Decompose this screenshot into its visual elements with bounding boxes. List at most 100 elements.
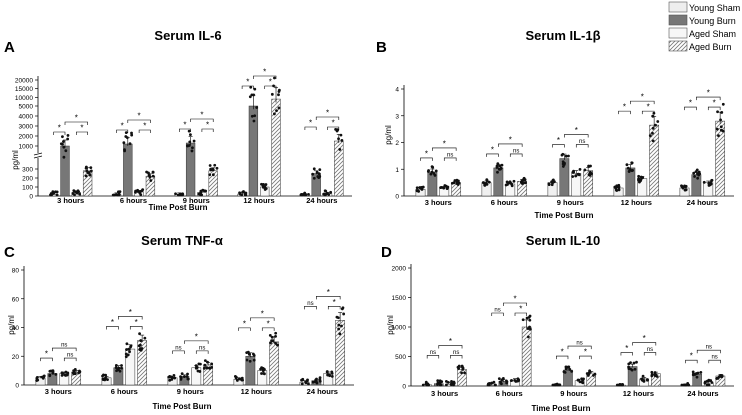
panel-d-data-point <box>618 382 622 386</box>
panel-a-data-point <box>88 173 92 177</box>
panel-c-data-point <box>300 382 304 386</box>
panel-d-data-point <box>438 379 442 383</box>
panel-c-data-point <box>125 348 128 351</box>
panel-c-category-label: 12 hours <box>241 387 272 396</box>
panel-c-category-label: 9 hours <box>177 387 204 396</box>
panel-b-data-point <box>695 168 699 172</box>
panel-b-data-point <box>710 178 714 182</box>
panel-a-data-point <box>136 188 139 192</box>
panel-d-data-point <box>633 367 637 371</box>
panel-a-significance-label: * <box>138 112 141 121</box>
panel-b-data-point <box>430 170 434 174</box>
panel-c-bar-aged-burn <box>335 320 346 386</box>
panel-d-ytick-label: 500 <box>395 354 406 361</box>
panel-b-significance-bracket <box>707 106 721 111</box>
panel-a-significance-bracket <box>327 126 340 130</box>
panel-b-data-point <box>443 184 447 187</box>
panel-d-significance-bracket <box>632 342 657 346</box>
panel-d-ytick-label: 1000 <box>392 325 407 332</box>
panel-c-data-point <box>196 369 200 373</box>
panel-a-data-point <box>338 148 342 151</box>
panel-c-data-point <box>185 375 189 378</box>
panel-a-data-point <box>62 140 65 143</box>
panel-d-data-point <box>492 380 496 384</box>
panel-b-significance-bracket <box>630 100 655 105</box>
panel-a-data-point <box>248 95 252 99</box>
panel-a-significance-bracket <box>179 128 191 132</box>
panel-d-significance-label: * <box>690 352 693 361</box>
panel-a-data-point <box>66 137 70 141</box>
panel-b-data-point <box>617 186 621 189</box>
panel-d-data-point <box>445 383 448 387</box>
panel-a-significance-bracket <box>127 119 151 123</box>
panel-c-data-point <box>337 323 341 327</box>
panel-d-data-point <box>635 360 638 364</box>
panel-c-significance-bracket <box>304 306 317 310</box>
panel-d-data-point <box>553 383 557 387</box>
panel-c-data-point <box>330 374 334 378</box>
panel-c-ytick-label: 40 <box>12 325 20 332</box>
panel-a-significance-label: * <box>183 121 186 130</box>
panel-d-significance-bracket <box>708 359 721 364</box>
panel-d-data-point <box>463 371 467 375</box>
panel-a-data-point <box>147 171 150 175</box>
panel-a-data-point <box>203 189 207 193</box>
panel-a-significance-bracket <box>190 118 214 122</box>
panel-c-data-point <box>340 324 343 328</box>
panel-b-significance-label: ns <box>579 139 585 145</box>
panel-a-significance-label: * <box>121 122 124 131</box>
panel-b-significance-bracket <box>432 147 457 151</box>
panel-b-data-point <box>717 134 720 138</box>
legend-label-young-burn: Young Burn <box>689 16 736 26</box>
panel-c-data-point <box>170 378 174 381</box>
panel-d-significance-bracket <box>685 359 698 364</box>
panel-a-significance-label: * <box>326 109 329 118</box>
panel-b-data-point <box>420 186 424 189</box>
panel-d-data-point <box>705 383 709 387</box>
panel-d-significance-bracket <box>450 355 463 359</box>
panel-c-significance-label: ns <box>175 345 181 351</box>
panel-b-data-point <box>521 181 525 185</box>
panel-a-data-point <box>312 176 316 180</box>
panel-a-significance-bracket <box>264 85 277 89</box>
panel-b-significance-bracket <box>641 110 655 115</box>
panel-b-data-point <box>651 126 655 130</box>
panel-d-category-label: 12 hours <box>623 389 654 398</box>
panel-b-bar-aged-burn <box>715 120 726 197</box>
panel-b-data-point <box>571 175 575 178</box>
panel-a-data-point <box>311 172 315 176</box>
panel-a-data-point <box>255 106 259 109</box>
panel-c-data-point <box>248 359 252 363</box>
panel-d-significance-label: ns <box>453 350 459 356</box>
panel-a-data-point <box>252 119 256 123</box>
panel-b-category-label: 24 hours <box>687 198 718 207</box>
panel-c-ytick-label: 0 <box>15 383 19 390</box>
panel-a-category-label: 9 hours <box>183 196 210 205</box>
panel-b-data-point <box>680 184 683 188</box>
panel-d-data-point <box>645 378 649 382</box>
panel-b-significance-label: * <box>575 126 578 135</box>
panel-a-data-point <box>151 174 155 178</box>
panel-d-data-point <box>621 382 624 386</box>
panel-c-data-point <box>274 334 277 338</box>
panel-a-data-point <box>277 88 281 92</box>
panel-d-data-point <box>436 383 439 386</box>
panel-d-data-point <box>585 372 589 375</box>
panel-b-letter: B <box>376 39 387 56</box>
panel-c-data-point <box>251 352 255 356</box>
panel-c-data-point <box>116 368 120 372</box>
panel-a-data-point <box>264 187 268 191</box>
panel-b-data-point <box>617 188 621 192</box>
panel-c-data-point <box>104 373 108 377</box>
panel-d-significance-label: * <box>513 295 516 304</box>
panel-d-significance-bracket <box>620 352 633 356</box>
panel-c-data-point <box>138 347 142 351</box>
panel-b-data-point <box>577 173 581 177</box>
panel-a-data-point <box>85 169 89 173</box>
panel-c-data-point <box>51 369 55 373</box>
panel-d-data-point <box>699 371 703 374</box>
panel-a-significance-label: * <box>75 114 78 123</box>
panel-a-data-point <box>215 166 219 170</box>
panel-c-ytick-label: 80 <box>12 268 20 275</box>
